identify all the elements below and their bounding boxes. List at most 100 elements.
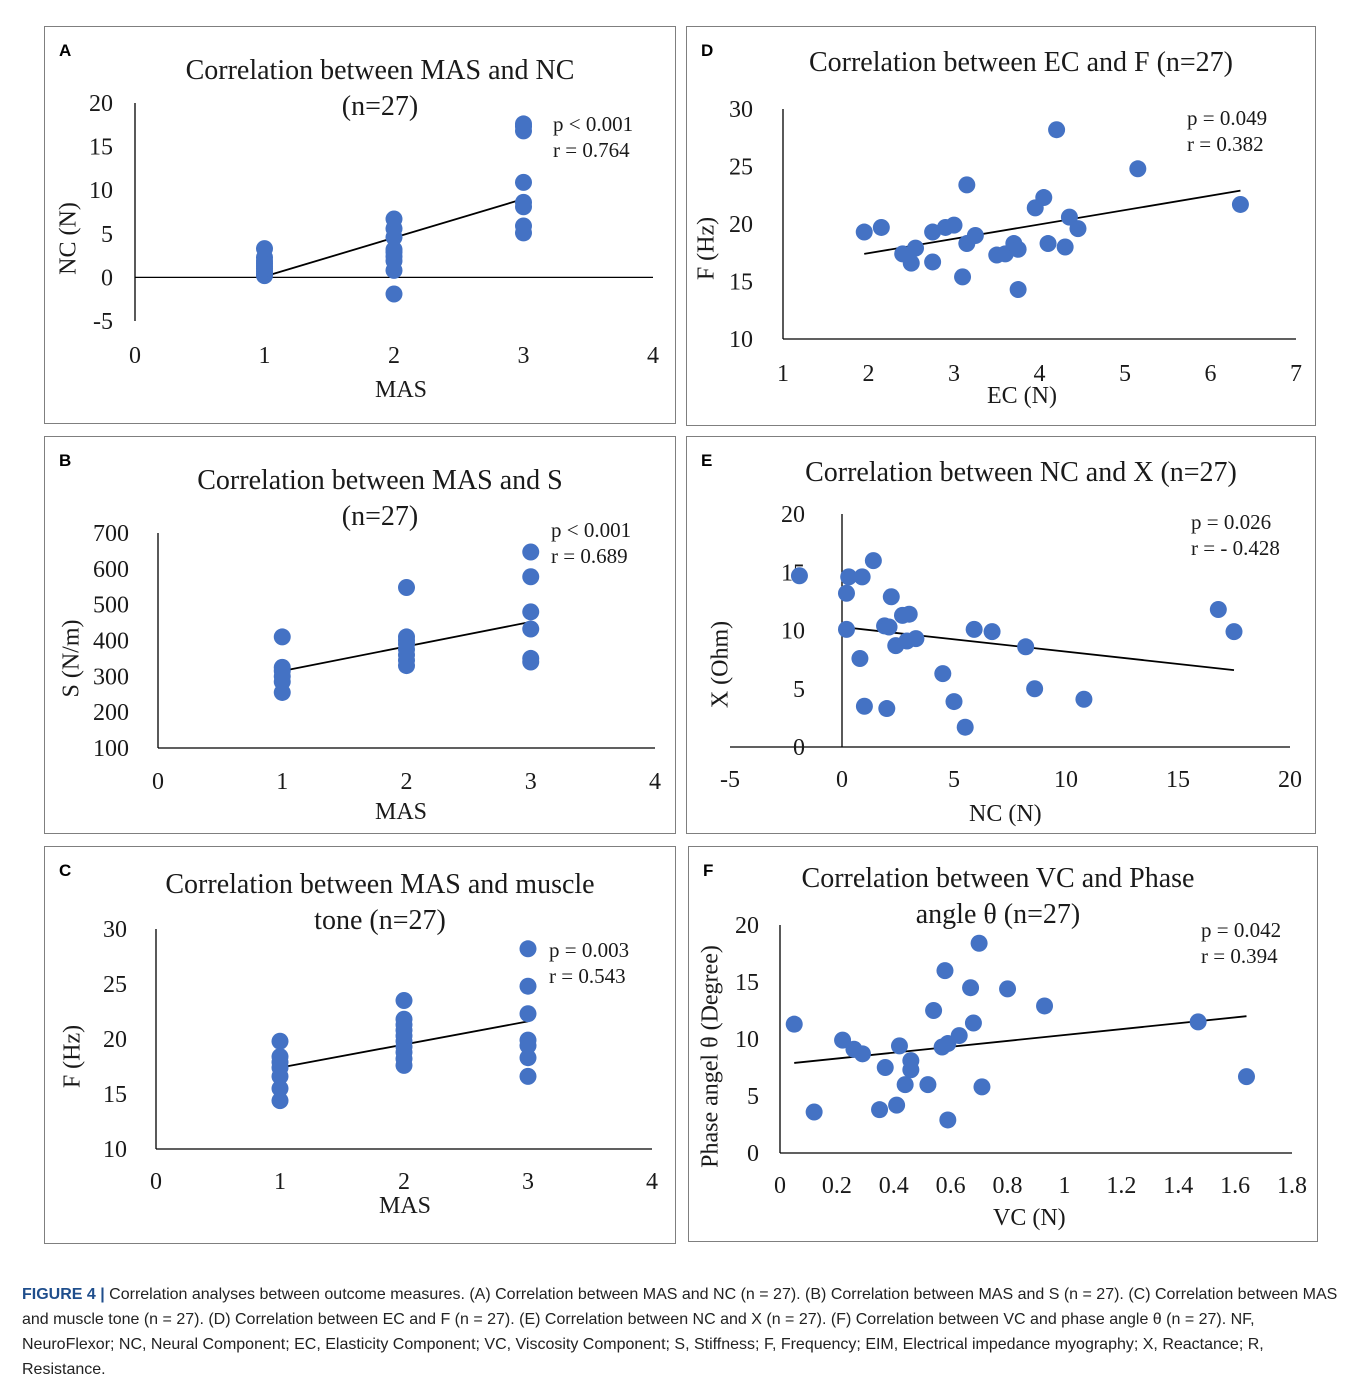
data-point <box>805 1103 823 1121</box>
x-tick-label: 5 <box>948 767 960 793</box>
x-axis-label-c: MAS <box>379 1193 432 1219</box>
data-point <box>888 1096 906 1114</box>
data-point <box>1209 601 1227 619</box>
data-point <box>519 1005 537 1023</box>
panel-label-c: C <box>59 861 72 880</box>
x-tick-label: 0.6 <box>936 1173 966 1199</box>
data-point <box>1231 195 1249 213</box>
x-tick-label: 3 <box>525 769 537 795</box>
data-point <box>956 718 974 736</box>
data-point <box>385 285 403 303</box>
data-point <box>1017 638 1035 656</box>
y-tick-label: 200 <box>93 700 129 726</box>
y-tick-label: 5 <box>793 677 805 703</box>
x-tick-label: -5 <box>720 767 740 793</box>
chart-title-b: Correlation between MAS and S (n=27) <box>197 465 563 532</box>
stat-r-b: r = 0.689 <box>551 544 628 568</box>
y-tick-label: 20 <box>781 502 805 528</box>
data-point <box>1009 240 1027 258</box>
y-tick-label: 25 <box>103 972 127 998</box>
data-point <box>519 1031 537 1049</box>
x-axis-label-a: MAS <box>375 377 428 403</box>
plot-svg-d: 1 2 3 4 5 6 7 10 15 20 25 30 <box>729 97 1302 387</box>
x-tick-label: 20 <box>1278 767 1302 793</box>
x-tick-label: 3 <box>522 1169 534 1195</box>
data-point <box>896 1076 914 1094</box>
x-tick-label: 6 <box>1205 361 1217 387</box>
data-point <box>902 254 920 272</box>
y-tick-label: 0 <box>101 265 113 291</box>
x-tick-label: 2 <box>863 361 875 387</box>
data-point <box>945 216 963 234</box>
y-tick-label: 30 <box>729 97 753 123</box>
x-tick-label: 0 <box>129 343 141 369</box>
y-tick-label: 10 <box>735 1027 759 1053</box>
y-axis-label-f: Phase angel θ (Degree) <box>697 945 724 1168</box>
chart-panel-d: 1 2 3 4 5 6 7 10 15 20 25 30 D Correlation between … <box>686 26 1316 426</box>
y-tick-label: 20 <box>89 91 113 117</box>
y-tick-label: 20 <box>729 212 753 238</box>
y-axis-label-c: F (Hz) <box>59 1024 86 1089</box>
y-tick-label: 30 <box>103 917 127 943</box>
y-axis-label-d: F (Hz) <box>693 216 720 281</box>
data-point <box>973 1078 991 1096</box>
data-point <box>880 618 898 636</box>
y-tick-label: 0 <box>747 1141 759 1167</box>
data-point <box>936 962 954 980</box>
x-tick-label: 2 <box>388 343 400 369</box>
panel-label-e: E <box>701 451 713 470</box>
data-point <box>882 588 900 606</box>
data-point <box>924 223 942 241</box>
data-point <box>385 240 403 258</box>
stat-p-b: p < 0.001 <box>551 518 632 542</box>
y-tick-label: 10 <box>103 1137 127 1163</box>
data-point <box>855 697 873 715</box>
stat-r-a: r = 0.764 <box>553 138 630 162</box>
x-axis-label-f: VC (N) <box>993 1205 1066 1231</box>
data-point <box>271 1048 289 1066</box>
data-point <box>950 1027 968 1045</box>
data-point <box>515 193 532 211</box>
y-tick-label: 700 <box>93 521 129 547</box>
chart-title-f: Correlation between VC and Phase angle θ… <box>801 863 1195 930</box>
chart-title-e: Correlation between NC and X (n=27) <box>805 457 1237 488</box>
stat-r-c: r = 0.543 <box>549 964 626 988</box>
x-axis-label-e: NC (N) <box>969 801 1042 827</box>
data-point <box>271 1032 289 1050</box>
data-point <box>1026 680 1044 698</box>
x-axis-label-b: MAS <box>375 799 428 825</box>
data-point <box>1009 281 1027 299</box>
data-point <box>853 568 871 586</box>
data-point <box>924 253 942 271</box>
data-point <box>954 268 972 286</box>
y-tick-label: 25 <box>729 155 753 181</box>
y-tick-label: 600 <box>93 557 129 583</box>
data-point <box>1225 623 1243 641</box>
data-point <box>851 649 869 667</box>
y-tick-label: 20 <box>735 913 759 939</box>
data-point <box>790 567 808 585</box>
data-point <box>900 605 918 623</box>
data-point <box>902 1052 920 1070</box>
y-tick-label: 15 <box>735 970 759 996</box>
data-point <box>1048 121 1066 139</box>
stat-r-d: r = 0.382 <box>1187 132 1264 156</box>
x-tick-label: 1 <box>259 343 271 369</box>
chart-title-a: Correlation between MAS and NC (n=27) <box>185 55 575 122</box>
x-tick-label: 1.6 <box>1220 1173 1250 1199</box>
x-tick-label: 4 <box>1034 361 1046 387</box>
data-point <box>871 1101 889 1119</box>
data-point <box>398 628 415 646</box>
x-tick-label: 1 <box>777 361 789 387</box>
data-point <box>876 1059 894 1076</box>
x-tick-label: 1 <box>1058 1173 1070 1199</box>
data-point <box>515 217 532 235</box>
data-point <box>522 543 540 561</box>
x-tick-label: 0.4 <box>879 1173 909 1199</box>
data-point <box>395 992 413 1009</box>
data-point <box>970 934 988 952</box>
plot-svg-a: 0 1 2 3 4 -5 0 5 10 15 20 <box>89 91 659 369</box>
data-point <box>999 980 1017 998</box>
chart-panel-c: 0 1 2 3 4 10 15 20 25 30 C Correlation between MA… <box>44 846 676 1244</box>
panel-label-b: B <box>59 451 72 470</box>
